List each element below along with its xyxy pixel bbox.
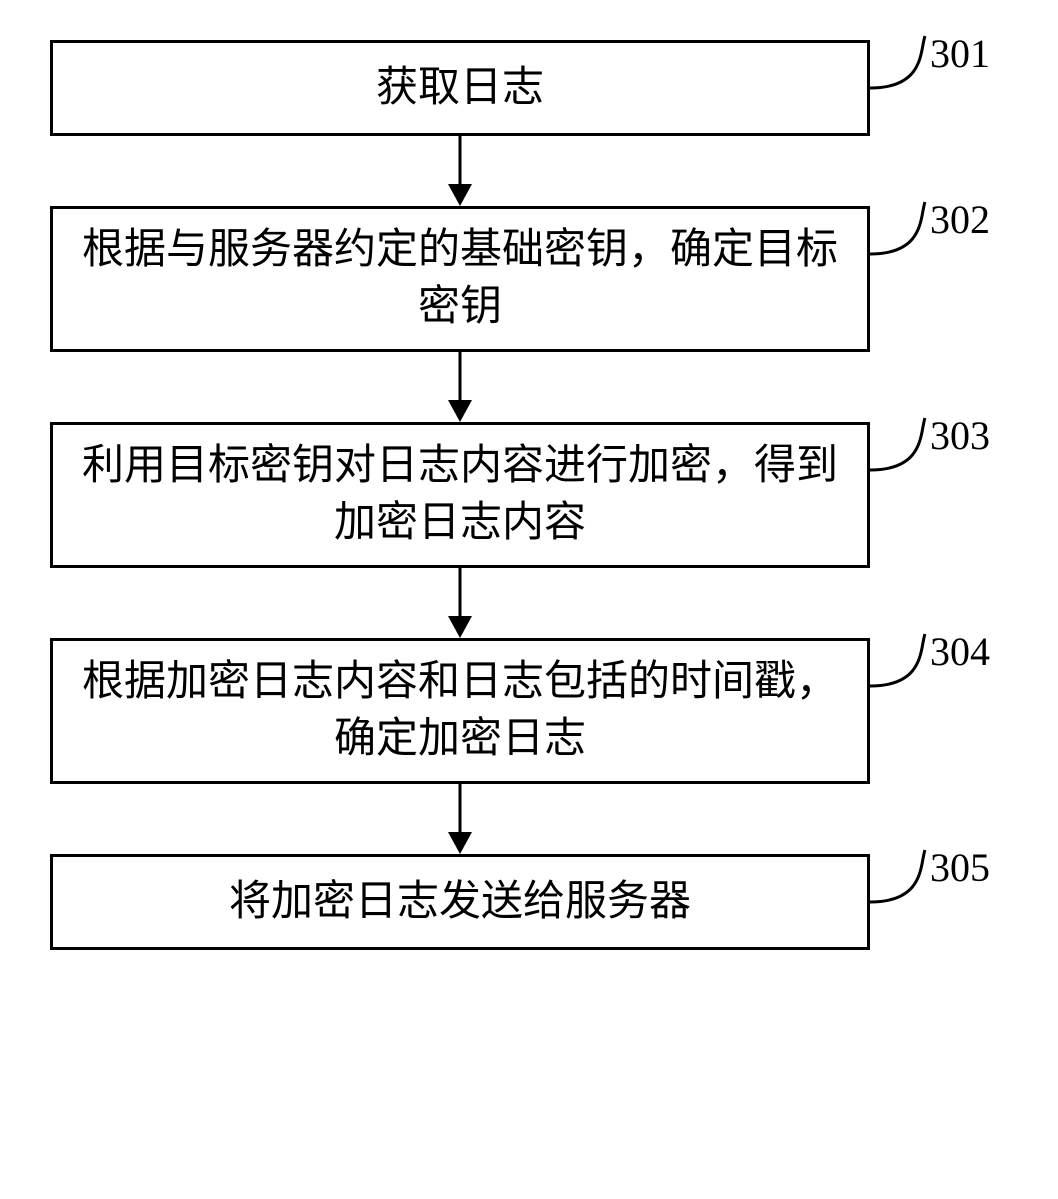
flowchart-step-301: 获取日志 301 (50, 40, 1008, 136)
flow-arrow (50, 352, 870, 422)
flowchart-step-302: 根据与服务器约定的基础密钥，确定目标密钥 302 (50, 206, 1008, 352)
flowchart-step-305: 将加密日志发送给服务器 305 (50, 854, 1008, 950)
flowchart-container: 获取日志 301 根据与服务器约定的基础密钥，确定目标密钥 302 利用目标密钥… (50, 40, 1008, 950)
step-number-label: 303 (930, 412, 990, 459)
flow-arrow (50, 784, 870, 854)
step-box: 根据加密日志内容和日志包括的时间戳，确定加密日志 (50, 638, 870, 784)
step-number-label: 301 (930, 30, 990, 77)
step-box: 利用目标密钥对日志内容进行加密，得到加密日志内容 (50, 422, 870, 568)
flow-arrow (50, 568, 870, 638)
flowchart-step-304: 根据加密日志内容和日志包括的时间戳，确定加密日志 304 (50, 638, 1008, 784)
step-box: 获取日志 (50, 40, 870, 136)
step-text: 利用目标密钥对日志内容进行加密，得到加密日志内容 (73, 438, 847, 551)
step-number-label: 304 (930, 628, 990, 675)
step-box: 将加密日志发送给服务器 (50, 854, 870, 950)
flowchart-step-303: 利用目标密钥对日志内容进行加密，得到加密日志内容 303 (50, 422, 1008, 568)
step-number-label: 302 (930, 196, 990, 243)
step-text: 根据与服务器约定的基础密钥，确定目标密钥 (73, 222, 847, 335)
step-text: 获取日志 (376, 60, 544, 117)
step-number-label: 305 (930, 844, 990, 891)
step-box: 根据与服务器约定的基础密钥，确定目标密钥 (50, 206, 870, 352)
flow-arrow (50, 136, 870, 206)
step-text: 根据加密日志内容和日志包括的时间戳，确定加密日志 (73, 654, 847, 767)
step-text: 将加密日志发送给服务器 (229, 874, 691, 931)
